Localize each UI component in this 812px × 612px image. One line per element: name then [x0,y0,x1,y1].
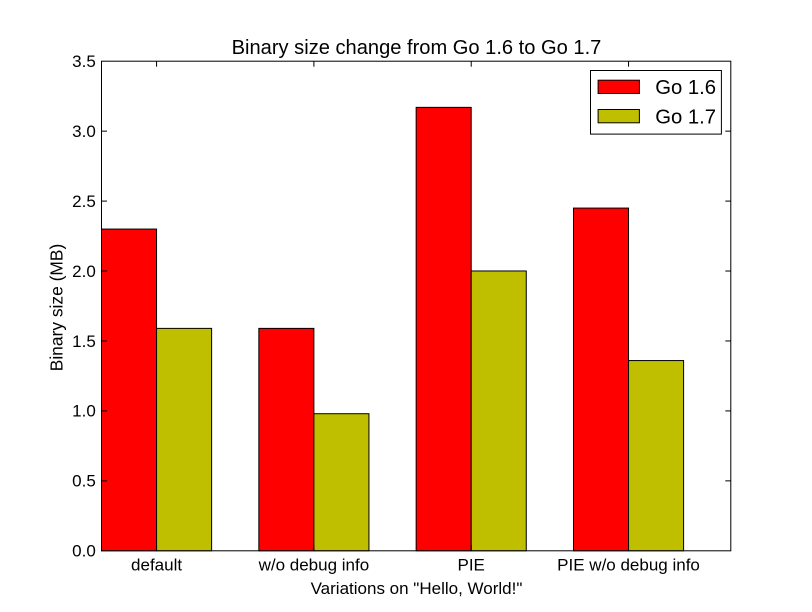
svg-text:Binary size (MB): Binary size (MB) [47,244,67,372]
svg-text:Variations on "Hello, World!": Variations on "Hello, World!" [311,579,523,598]
svg-text:default: default [131,556,182,575]
svg-text:0.0: 0.0 [72,542,96,561]
svg-text:0.5: 0.5 [72,472,96,491]
svg-text:w/o debug info: w/o debug info [258,556,370,575]
svg-text:Binary size change from Go 1.6: Binary size change from Go 1.6 to Go 1.7 [232,37,602,59]
svg-text:1.0: 1.0 [72,402,96,421]
svg-text:3.0: 3.0 [72,122,96,141]
svg-text:PIE: PIE [458,556,485,575]
svg-text:Go 1.7: Go 1.7 [655,106,716,128]
svg-text:3.5: 3.5 [72,52,96,71]
svg-text:Go 1.6: Go 1.6 [655,77,716,99]
svg-text:PIE w/o debug info: PIE w/o debug info [557,556,700,575]
svg-text:1.5: 1.5 [72,332,96,351]
svg-text:2.5: 2.5 [72,192,96,211]
svg-text:2.0: 2.0 [72,262,96,281]
